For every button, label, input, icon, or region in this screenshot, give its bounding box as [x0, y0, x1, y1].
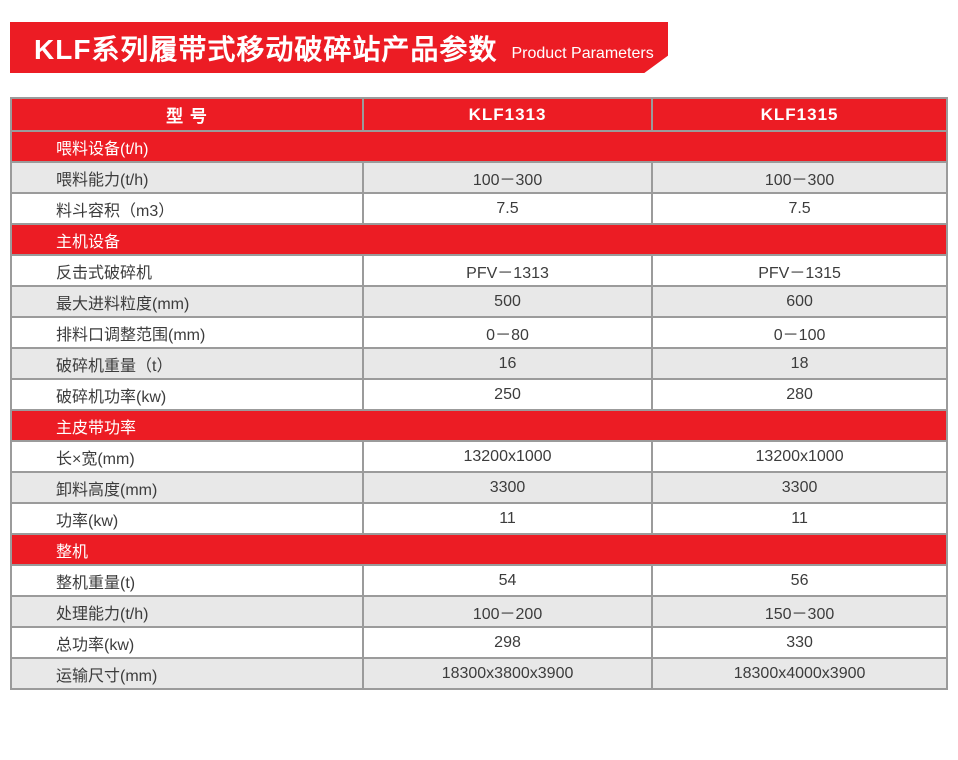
- value-klf1315: 18: [651, 347, 948, 380]
- section-title: 整机: [10, 533, 948, 566]
- value-klf1315: 7.5: [651, 192, 948, 225]
- value-klf1313: 500: [361, 285, 654, 318]
- header-model-label: 型 号: [10, 97, 364, 132]
- section-title: 主皮带功率: [10, 409, 948, 442]
- value-klf1313: 16: [361, 347, 654, 380]
- row-label: 卸料高度(mm): [10, 471, 364, 504]
- table-row: 长×宽(mm) 13200x1000 13200x1000: [10, 440, 948, 473]
- section-row-main-machine: 主机设备: [10, 223, 948, 256]
- section-title: 主机设备: [10, 223, 948, 256]
- value-klf1315: 150－300: [651, 595, 948, 628]
- value-klf1315: PFV－1315: [651, 254, 948, 287]
- header-klf1315: KLF1315: [651, 97, 948, 132]
- value-klf1315: 330: [651, 626, 948, 659]
- value-klf1313: 54: [361, 564, 654, 597]
- value-klf1313: 18300x3800x3900: [361, 657, 654, 690]
- table-row: 处理能力(t/h) 100－200 150－300: [10, 595, 948, 628]
- table-row: 料斗容积（m3） 7.5 7.5: [10, 192, 948, 225]
- section-row-main-belt: 主皮带功率: [10, 409, 948, 442]
- section-row-feeding: 喂料设备(t/h): [10, 130, 948, 163]
- value-klf1315: 3300: [651, 471, 948, 504]
- value-klf1313: 7.5: [361, 192, 654, 225]
- value-klf1313: PFV－1313: [361, 254, 654, 287]
- value-klf1315: 18300x4000x3900: [651, 657, 948, 690]
- section-row-whole-machine: 整机: [10, 533, 948, 566]
- row-label: 最大进料粒度(mm): [10, 285, 364, 318]
- page-title-banner: KLF系列履带式移动破碎站产品参数 Product Parameters: [10, 22, 668, 73]
- row-label: 料斗容积（m3）: [10, 192, 364, 225]
- row-label: 长×宽(mm): [10, 440, 364, 473]
- value-klf1313: 100－200: [361, 595, 654, 628]
- row-label: 喂料能力(t/h): [10, 161, 364, 194]
- value-klf1315: 56: [651, 564, 948, 597]
- value-klf1315: 280: [651, 378, 948, 411]
- table-row: 卸料高度(mm) 3300 3300: [10, 471, 948, 504]
- value-klf1315: 13200x1000: [651, 440, 948, 473]
- table-header-row: 型 号 KLF1313 KLF1315: [10, 97, 948, 132]
- section-title: 喂料设备(t/h): [10, 130, 948, 163]
- value-klf1313: 11: [361, 502, 654, 535]
- parameters-table-wrap: 型 号 KLF1313 KLF1315 喂料设备(t/h) 喂料能力(t/h) …: [10, 97, 948, 690]
- page-subtitle: Product Parameters: [511, 44, 654, 62]
- parameters-table: 型 号 KLF1313 KLF1315 喂料设备(t/h) 喂料能力(t/h) …: [10, 97, 948, 690]
- value-klf1315: 0－100: [651, 316, 948, 349]
- table-row: 运输尺寸(mm) 18300x3800x3900 18300x4000x3900: [10, 657, 948, 690]
- row-label: 破碎机重量（t）: [10, 347, 364, 380]
- row-label: 功率(kw): [10, 502, 364, 535]
- table-row: 总功率(kw) 298 330: [10, 626, 948, 659]
- value-klf1313: 0－80: [361, 316, 654, 349]
- header-klf1313: KLF1313: [361, 97, 654, 132]
- row-label: 处理能力(t/h): [10, 595, 364, 628]
- value-klf1313: 3300: [361, 471, 654, 504]
- row-label: 整机重量(t): [10, 564, 364, 597]
- value-klf1315: 600: [651, 285, 948, 318]
- value-klf1315: 11: [651, 502, 948, 535]
- value-klf1313: 13200x1000: [361, 440, 654, 473]
- value-klf1313: 298: [361, 626, 654, 659]
- value-klf1313: 250: [361, 378, 654, 411]
- row-label: 反击式破碎机: [10, 254, 364, 287]
- table-row: 最大进料粒度(mm) 500 600: [10, 285, 948, 318]
- value-klf1315: 100－300: [651, 161, 948, 194]
- value-klf1313: 100－300: [361, 161, 654, 194]
- row-label: 运输尺寸(mm): [10, 657, 364, 690]
- row-label: 排料口调整范围(mm): [10, 316, 364, 349]
- table-row: 破碎机功率(kw) 250 280: [10, 378, 948, 411]
- table-row: 整机重量(t) 54 56: [10, 564, 948, 597]
- table-row: 反击式破碎机 PFV－1313 PFV－1315: [10, 254, 948, 287]
- page-title: KLF系列履带式移动破碎站产品参数: [34, 33, 498, 65]
- row-label: 总功率(kw): [10, 626, 364, 659]
- table-row: 功率(kw) 11 11: [10, 502, 948, 535]
- table-row: 喂料能力(t/h) 100－300 100－300: [10, 161, 948, 194]
- table-row: 排料口调整范围(mm) 0－80 0－100: [10, 316, 948, 349]
- table-row: 破碎机重量（t） 16 18: [10, 347, 948, 380]
- row-label: 破碎机功率(kw): [10, 378, 364, 411]
